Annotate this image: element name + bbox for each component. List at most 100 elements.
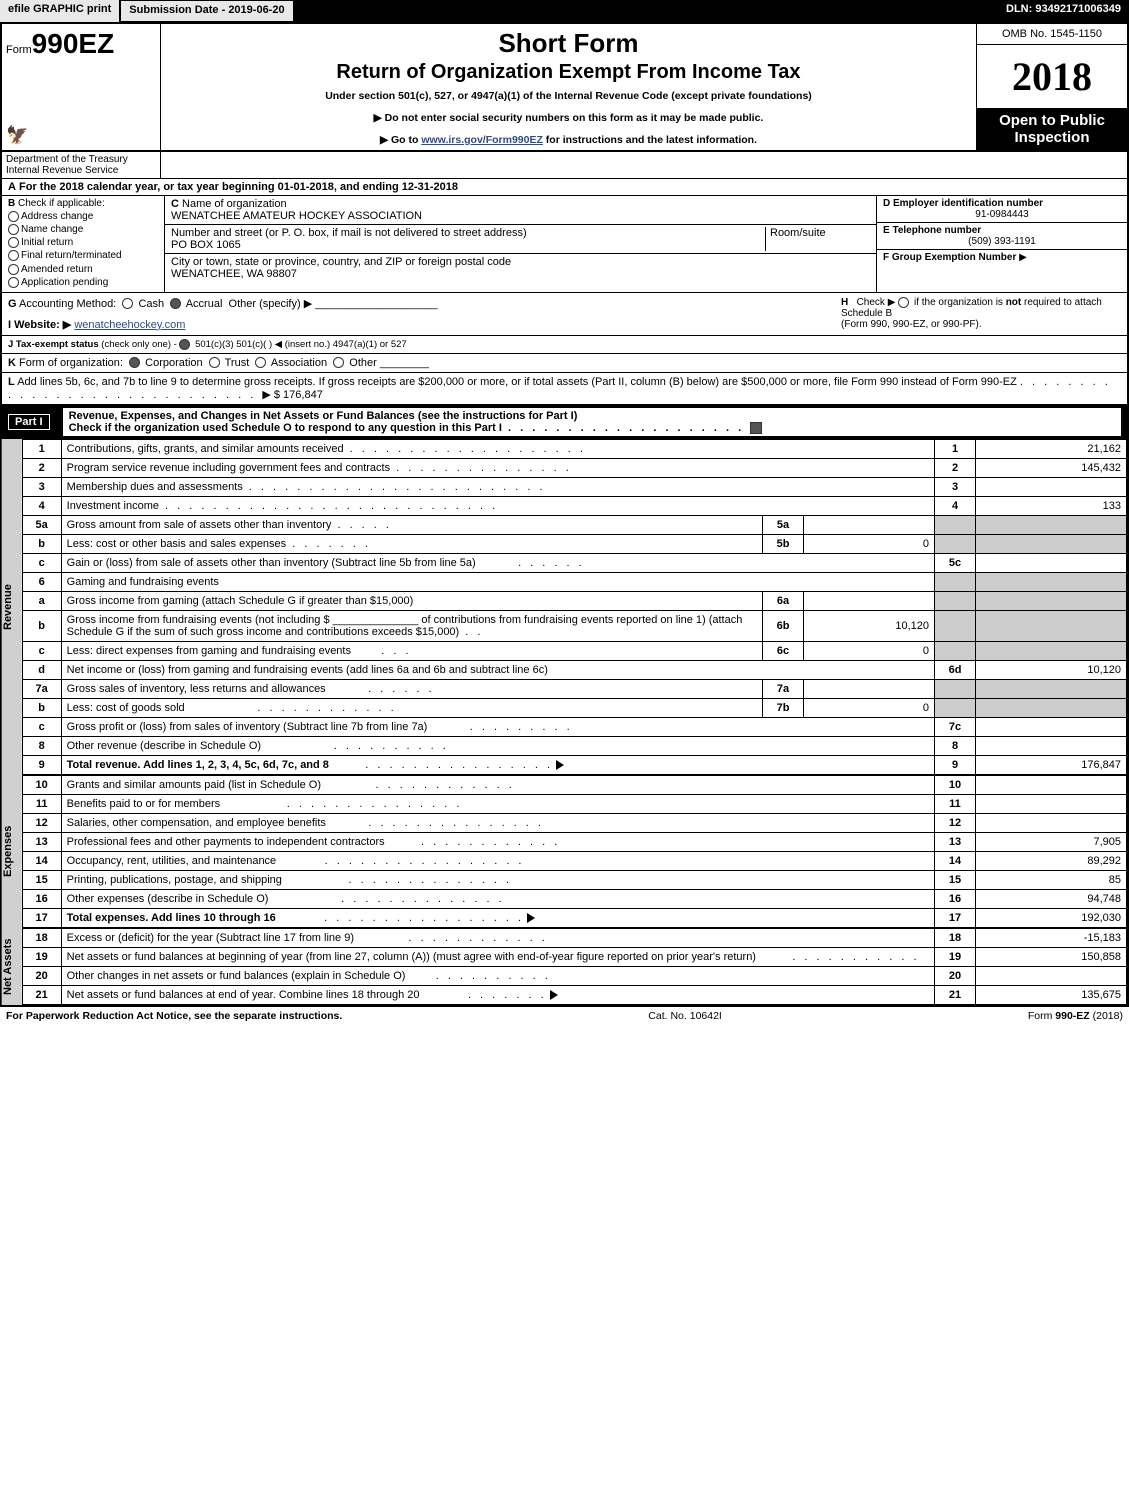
chk-schedule-b[interactable] [898,297,909,308]
table-row: 13Professional fees and other payments t… [22,832,1126,851]
section-b-checkboxes: B Check if applicable: Address change Na… [2,196,165,292]
arrow-icon [550,990,558,1000]
chk-final-return[interactable] [8,250,19,261]
table-row: bGross income from fundraising events (n… [22,610,1126,641]
chk-schedule-o[interactable] [750,422,762,434]
table-row: 12Salaries, other compensation, and empl… [22,813,1126,832]
line-a-label: A [8,181,16,193]
revenue-table: 1Contributions, gifts, grants, and simil… [22,439,1127,775]
radio-accrual[interactable] [170,298,181,309]
arrow-icon [556,760,564,770]
chk-3-lbl: Final return/terminated [21,251,122,262]
warning-line: ▶ Do not enter social security numbers o… [169,112,968,124]
l-amount: ▶ $ 176,847 [262,389,322,401]
table-row: 19Net assets or fund balances at beginni… [22,947,1126,966]
chk-5-lbl: Application pending [21,277,108,288]
irs-eagle-icon: 🦅 [6,125,156,146]
f-arrow: ▶ [1019,252,1027,263]
c-label: C [171,198,179,210]
expenses-table: 10Grants and similar amounts paid (list … [22,775,1127,928]
table-row: 15Printing, publications, postage, and s… [22,870,1126,889]
form-number-box: Form990EZ 🦅 [2,24,161,150]
j-note: (check only one) - [101,339,177,350]
table-row: 16Other expenses (describe in Schedule O… [22,889,1126,908]
chk-2-lbl: Initial return [21,237,73,248]
omb-number: OMB No. 1545-1150 [977,24,1127,45]
top-bar: efile GRAPHIC print Submission Date - 20… [0,0,1129,22]
short-form-title: Short Form [169,28,968,59]
efile-print-button[interactable]: efile GRAPHIC print [0,0,120,22]
line-a-begin: 01-01-2018 [278,181,334,193]
arrow-icon [527,913,535,923]
dln-label: DLN: 93492171006349 [998,0,1129,22]
under-section: Under section 501(c), 527, or 4947(a)(1)… [169,90,968,102]
d-label: D Employer identification number [883,198,1043,209]
irs-link[interactable]: www.irs.gov/Form990EZ [421,134,543,146]
chk-initial-return[interactable] [8,237,19,248]
j-opts: 501(c)(3) 501(c)( ) ◀ (insert no.) 4947(… [192,339,406,350]
b-label: B [8,198,15,209]
table-row: 14Occupancy, rent, utilities, and mainte… [22,851,1126,870]
netassets-side-label: Net Assets [2,928,22,1005]
line-a-pre: For the 2018 calendar year, or tax year … [19,181,278,193]
table-row: dNet income or (loss) from gaming and fu… [22,660,1126,679]
table-row: 1Contributions, gifts, grants, and simil… [22,439,1126,458]
table-row: cGain or (loss) from sale of assets othe… [22,553,1126,572]
footer-right-pre: Form [1028,1010,1055,1022]
i-label: I Website: ▶ [8,319,71,331]
open-to-public: Open to Public Inspection [977,108,1127,150]
street-lbl: Number and street (or P. O. box, if mail… [171,227,765,239]
table-row: 7aGross sales of inventory, less returns… [22,679,1126,698]
footer-form: 990-EZ [1055,1010,1089,1022]
part-i-label: Part I [8,414,50,430]
table-row: 21Net assets or fund balances at end of … [22,985,1126,1004]
h-text1: Check ▶ [857,297,896,308]
goto-post: for instructions and the latest informat… [543,134,757,146]
table-row: 11Benefits paid to or for members . . . … [22,794,1126,813]
city-lbl: City or town, state or province, country… [171,256,870,268]
radio-association[interactable] [255,357,266,368]
radio-corporation[interactable] [129,357,140,368]
revenue-side-label: Revenue [2,439,22,775]
footer-left: For Paperwork Reduction Act Notice, see … [6,1010,342,1022]
goto-pre: ▶ Go to [380,134,421,146]
line-g: G Accounting Method: Cash Accrual Other … [8,297,829,310]
f-label: F Group Exemption Number [883,252,1016,263]
table-row: 5aGross amount from sale of assets other… [22,515,1126,534]
table-row: 2Program service revenue including gover… [22,458,1126,477]
k-2: Association [271,357,327,369]
line-a-end: 12-31-2018 [402,181,458,193]
table-row: cGross profit or (loss) from sales of in… [22,717,1126,736]
chk-address-change[interactable] [8,211,19,222]
radio-cash[interactable] [122,298,133,309]
chk-application-pending[interactable] [8,277,19,288]
line-a-tax-year: A For the 2018 calendar year, or tax yea… [2,179,1127,196]
table-row: 6Gaming and fundraising events [22,572,1126,591]
radio-trust[interactable] [209,357,220,368]
table-row: bLess: cost or other basis and sales exp… [22,534,1126,553]
h-text4: (Form 990, 990-EZ, or 990-PF). [841,319,982,330]
g-opt2: Other (specify) ▶ [229,298,313,310]
part-i-title: Revenue, Expenses, and Changes in Net As… [69,410,578,422]
table-row: bLess: cost of goods sold . . . . . . . … [22,698,1126,717]
table-row: 18Excess or (deficit) for the year (Subt… [22,928,1126,947]
website-link[interactable]: wenatcheehockey.com [74,319,185,331]
chk-4-lbl: Amended return [21,264,93,275]
part-i-subline: Check if the organization used Schedule … [69,422,502,434]
dept-irs: Internal Revenue Service [6,165,156,176]
dept-treasury: Department of the Treasury [6,154,156,165]
radio-other[interactable] [333,357,344,368]
c-name-lbl: Name of organization [182,198,287,210]
line-i: I Website: ▶ wenatcheehockey.com [8,318,829,331]
radio-501c3[interactable] [179,339,190,350]
ein-value: 91-0984443 [883,209,1121,220]
chk-name-change[interactable] [8,224,19,235]
department-box: Department of the Treasury Internal Reve… [2,152,161,178]
form-prefix: Form [6,44,32,56]
table-row: 3Membership dues and assessments . . . .… [22,477,1126,496]
table-row: cLess: direct expenses from gaming and f… [22,641,1126,660]
tax-year: 2018 [977,45,1127,108]
chk-amended-return[interactable] [8,264,19,275]
l-label: L [8,376,15,388]
phone-value: (509) 393-1191 [883,236,1121,247]
